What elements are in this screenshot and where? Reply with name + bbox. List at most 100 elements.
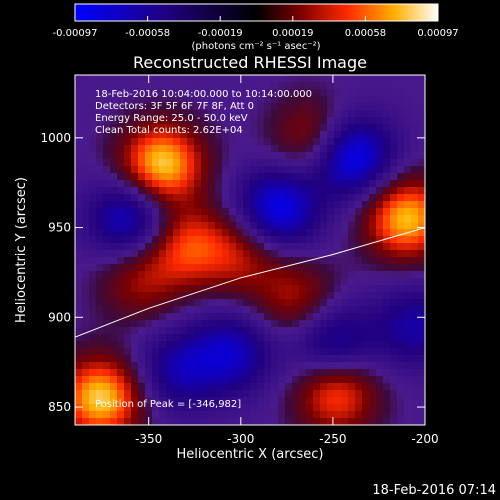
- heatmap-cell: [369, 194, 377, 202]
- heatmap-cell: [369, 418, 377, 425]
- heatmap-cell: [75, 383, 83, 391]
- heatmap-cell: [334, 110, 342, 118]
- heatmap-cell: [320, 411, 328, 419]
- heatmap-cell: [250, 411, 258, 419]
- heatmap-cell: [306, 131, 314, 139]
- heatmap-cell: [348, 390, 356, 398]
- heatmap-cell: [257, 418, 265, 425]
- heatmap-cell: [369, 348, 377, 356]
- heatmap-cell: [299, 208, 307, 216]
- heatmap-cell: [285, 145, 293, 153]
- heatmap-cell: [236, 250, 244, 258]
- heatmap-cell: [243, 236, 251, 244]
- heatmap-cell: [194, 138, 202, 146]
- heatmap-cell: [383, 271, 391, 279]
- heatmap-cell: [173, 362, 181, 370]
- heatmap-cell: [138, 397, 146, 405]
- heatmap-cell: [208, 355, 216, 363]
- heatmap-cell: [348, 383, 356, 391]
- heatmap-cell: [411, 215, 419, 223]
- heatmap-cell: [194, 236, 202, 244]
- heatmap-cell: [110, 292, 118, 300]
- heatmap-cell: [236, 369, 244, 377]
- heatmap-cell: [418, 194, 425, 202]
- heatmap-cell: [390, 89, 398, 97]
- heatmap-cell: [271, 390, 279, 398]
- heatmap-cell: [208, 264, 216, 272]
- heatmap-cell: [208, 131, 216, 139]
- heatmap-cell: [243, 390, 251, 398]
- heatmap-cell: [208, 75, 216, 83]
- heatmap-cell: [418, 313, 425, 321]
- heatmap-cell: [348, 145, 356, 153]
- heatmap-cell: [257, 243, 265, 251]
- heatmap-cell: [257, 334, 265, 342]
- heatmap-cell: [145, 117, 153, 125]
- heatmap-cell: [418, 320, 425, 328]
- heatmap-cell: [369, 390, 377, 398]
- heatmap-cell: [75, 96, 83, 104]
- heatmap-cell: [320, 117, 328, 125]
- heatmap-cell: [82, 299, 90, 307]
- heatmap-cell: [285, 397, 293, 405]
- heatmap-cell: [292, 89, 300, 97]
- heatmap-cell: [404, 306, 412, 314]
- heatmap-cell: [299, 348, 307, 356]
- heatmap-cell: [285, 411, 293, 419]
- heatmap-cell: [355, 313, 363, 321]
- heatmap-cell: [355, 348, 363, 356]
- heatmap-cell: [166, 215, 174, 223]
- heatmap-cell: [187, 376, 195, 384]
- heatmap-cell: [313, 124, 321, 132]
- heatmap-cell: [404, 355, 412, 363]
- heatmap-cell: [152, 334, 160, 342]
- heatmap-cell: [327, 334, 335, 342]
- heatmap-cell: [229, 355, 237, 363]
- heatmap-cell: [131, 250, 139, 258]
- heatmap-cell: [96, 341, 104, 349]
- heatmap-cell: [292, 215, 300, 223]
- colorbar-tick-label: 0.00097: [417, 28, 458, 39]
- heatmap-cell: [390, 166, 398, 174]
- heatmap-cell: [327, 236, 335, 244]
- heatmap-cell: [82, 376, 90, 384]
- heatmap-cell: [348, 236, 356, 244]
- heatmap-cell: [250, 96, 258, 104]
- heatmap-cell: [418, 383, 425, 391]
- heatmap-cell: [411, 362, 419, 370]
- heatmap-cell: [299, 180, 307, 188]
- heatmap-cell: [411, 369, 419, 377]
- heatmap-cell: [257, 229, 265, 237]
- heatmap-cell: [250, 320, 258, 328]
- heatmap-cell: [96, 103, 104, 111]
- heatmap-cell: [306, 418, 314, 425]
- heatmap-cell: [250, 166, 258, 174]
- heatmap-cell: [124, 334, 132, 342]
- heatmap-cell: [229, 152, 237, 160]
- heatmap-cell: [362, 278, 370, 286]
- heatmap-cell: [418, 236, 425, 244]
- heatmap-cell: [208, 411, 216, 419]
- heatmap-cell: [215, 124, 223, 132]
- heatmap-cell: [152, 82, 160, 90]
- heatmap-cell: [278, 285, 286, 293]
- heatmap-cell: [376, 180, 384, 188]
- heatmap-cell: [117, 173, 125, 181]
- heatmap-cell: [362, 355, 370, 363]
- heatmap-cell: [341, 250, 349, 258]
- heatmap-cell: [348, 243, 356, 251]
- heatmap-cell: [117, 369, 125, 377]
- heatmap-cell: [82, 390, 90, 398]
- heatmap-cell: [334, 236, 342, 244]
- heatmap-cell: [320, 348, 328, 356]
- heatmap-cell: [103, 110, 111, 118]
- heatmap-cell: [376, 250, 384, 258]
- timestamp: 18-Feb-2016 07:14: [372, 483, 496, 498]
- heatmap-cell: [173, 299, 181, 307]
- heatmap-cell: [271, 173, 279, 181]
- heatmap-cell: [89, 117, 97, 125]
- heatmap-cell: [243, 271, 251, 279]
- heatmap-cell: [271, 215, 279, 223]
- heatmap-cell: [215, 376, 223, 384]
- heatmap-cell: [124, 292, 132, 300]
